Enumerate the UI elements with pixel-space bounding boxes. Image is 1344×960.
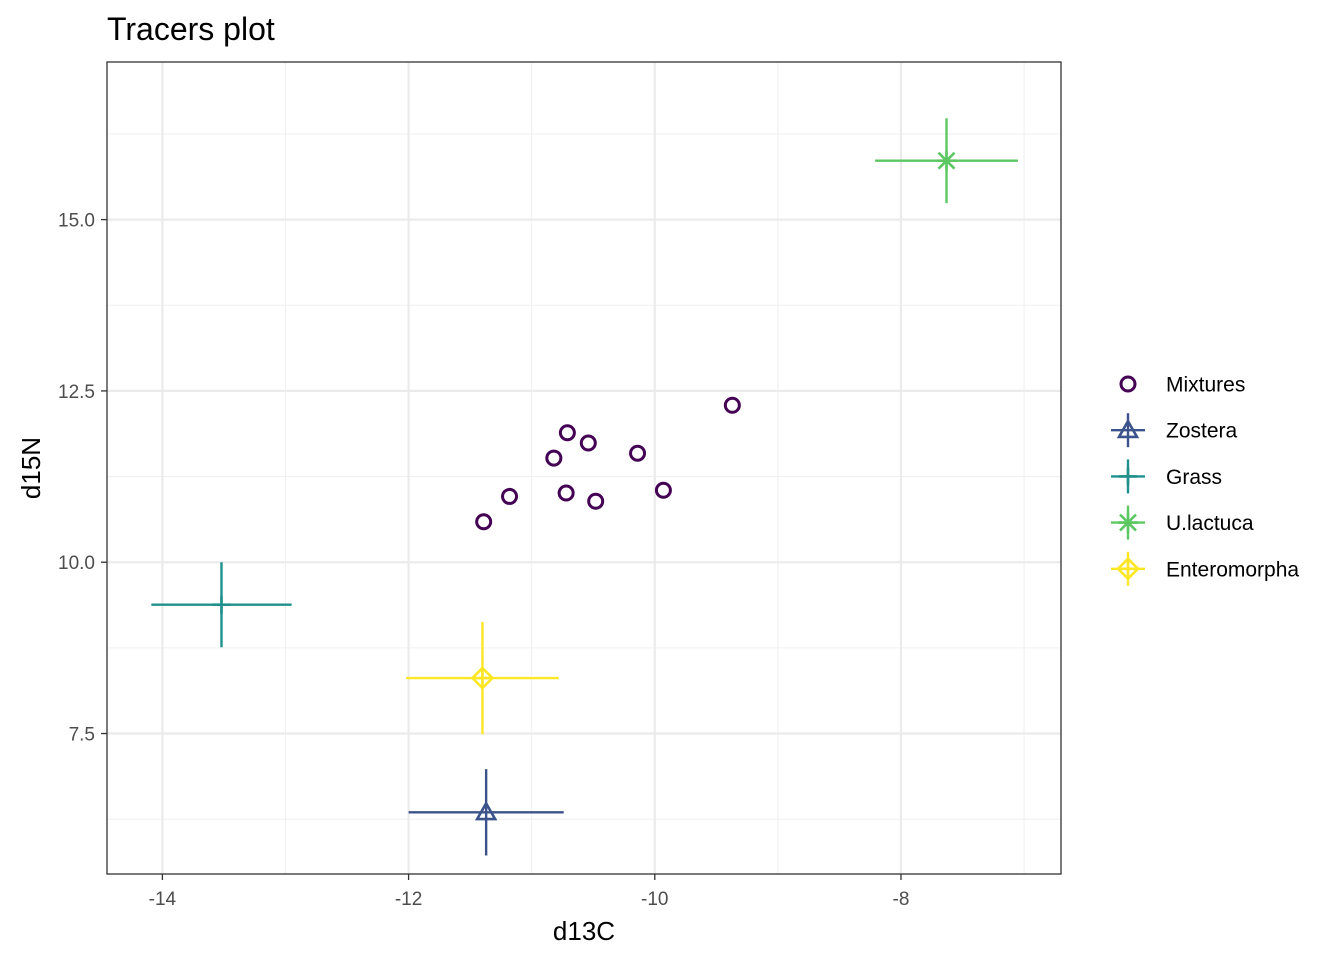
legend-item: U.lactuca — [1111, 505, 1254, 540]
x-axis: -14 -12 -10 -8 — [149, 874, 910, 910]
x-axis-title: d13C — [553, 916, 615, 946]
mixture-point — [629, 444, 647, 462]
y-axis: 7.5 10.0 12.5 15.0 — [58, 211, 107, 746]
legend-key-marker — [1119, 375, 1137, 393]
source-point — [936, 150, 957, 171]
legend-item: Grass — [1111, 459, 1222, 494]
source-u-lactuca — [875, 118, 1018, 204]
legend-label: Zostera — [1166, 420, 1238, 443]
y-tick-label: 15.0 — [58, 211, 95, 232]
source-enteromorpha — [406, 621, 559, 735]
legend: Mixtures Zostera Grass U.lactuca Enteromorph… — [1111, 374, 1299, 586]
x-tick-label: -14 — [149, 889, 177, 910]
mixture-point — [558, 424, 576, 442]
source-point — [212, 595, 231, 614]
source-grass — [151, 562, 292, 648]
mixture-point — [545, 449, 563, 467]
legend-label: U.lactuca — [1166, 512, 1254, 535]
mixture-point — [654, 481, 672, 499]
plot-grid — [107, 62, 1061, 874]
source-point — [474, 800, 498, 821]
legend-label: Enteromorpha — [1166, 558, 1299, 581]
legend-label: Grass — [1166, 466, 1222, 489]
legend-key-marker — [1116, 556, 1140, 581]
mixture-point — [501, 487, 519, 505]
mixture-point — [723, 396, 741, 414]
mixture-point — [579, 434, 597, 452]
legend-label: Mixtures — [1166, 374, 1245, 397]
chart-title: Tracers plot — [107, 11, 275, 47]
x-tick-label: -8 — [893, 889, 910, 910]
source-point — [470, 666, 495, 690]
plot-panel-border — [106, 61, 1062, 875]
mixture-point — [557, 484, 575, 502]
legend-key-marker — [1116, 418, 1140, 439]
legend-item: Mixtures — [1119, 374, 1245, 397]
y-tick-label: 7.5 — [69, 725, 95, 746]
x-tick-label: -12 — [395, 889, 422, 910]
legend-item: Zostera — [1111, 413, 1238, 448]
y-axis-title: d15N — [16, 437, 46, 499]
legend-key-marker — [1119, 467, 1137, 486]
mixture-point — [475, 513, 493, 531]
legend-item: Enteromorpha — [1111, 551, 1299, 586]
plot-marks — [151, 118, 1018, 856]
y-tick-label: 12.5 — [58, 382, 95, 403]
mixture-point — [587, 492, 605, 510]
y-tick-label: 10.0 — [58, 553, 95, 574]
legend-key-marker — [1118, 512, 1138, 533]
x-tick-label: -10 — [641, 889, 668, 910]
source-zostera — [408, 769, 564, 856]
